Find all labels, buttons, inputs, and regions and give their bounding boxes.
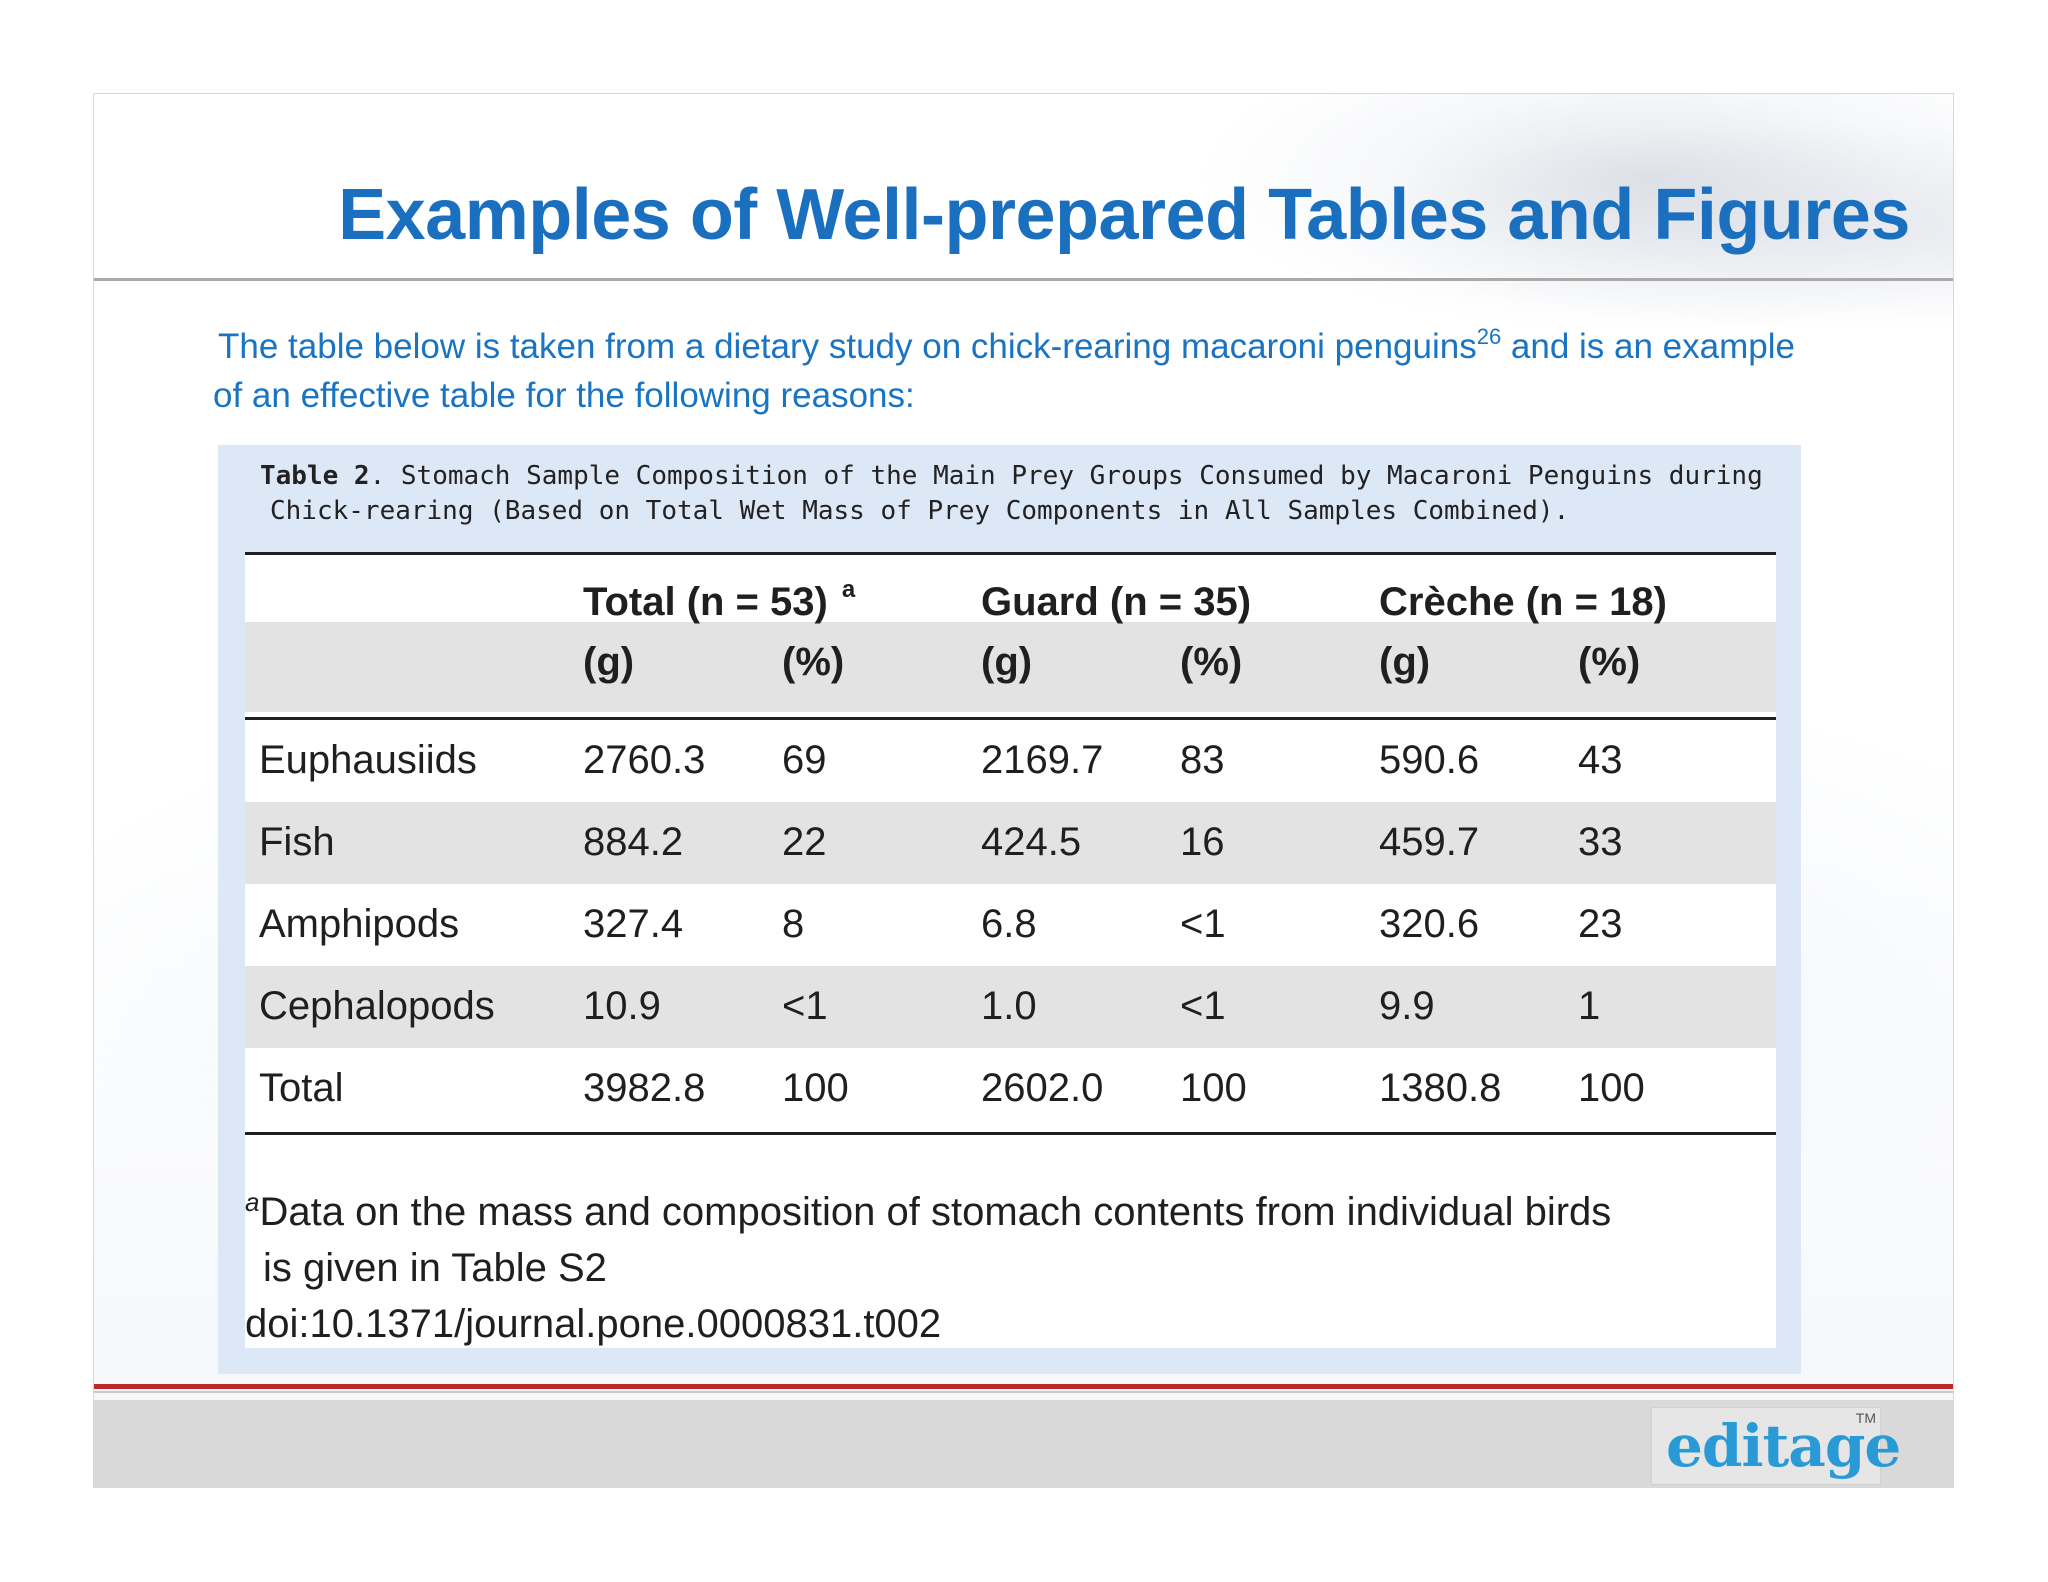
row-label: Euphausiids bbox=[259, 738, 477, 782]
caption-label: Table 2 bbox=[260, 461, 370, 491]
group-header-guard: Guard (n = 35) bbox=[981, 580, 1252, 624]
table-cell: 2602.0 bbox=[981, 1066, 1104, 1110]
table-cell: 100 bbox=[1180, 1066, 1247, 1110]
table-row-total: Total 3982.8 100 2602.0 100 1380.8 100 bbox=[245, 1048, 1776, 1130]
table-cell: <1 bbox=[1180, 902, 1226, 946]
table-cell: 10.9 bbox=[583, 984, 661, 1028]
table-cell: 23 bbox=[1578, 902, 1623, 946]
table-top-rule bbox=[245, 552, 1776, 555]
table-footnote: aData on the mass and composition of sto… bbox=[245, 1184, 1776, 1352]
table-row: Cephalopods 10.9 <1 1.0 <1 9.9 1 bbox=[245, 966, 1776, 1048]
table-cell: 69 bbox=[782, 738, 827, 782]
table-cell: 327.4 bbox=[583, 902, 684, 946]
title-divider bbox=[94, 278, 1953, 281]
header-bottom-rule bbox=[245, 717, 1776, 720]
table-cell: 2169.7 bbox=[981, 738, 1104, 782]
subheader-creche-g: (g) bbox=[1379, 640, 1431, 684]
table-cell: 100 bbox=[1578, 1066, 1645, 1110]
data-table: Total (n = 53) a Guard (n = 35) Crèche (n… bbox=[245, 552, 1776, 1348]
intro-text-1: The table below is taken from a dietary … bbox=[218, 327, 1477, 366]
row-label: Total bbox=[259, 1066, 344, 1110]
table-cell: <1 bbox=[1180, 984, 1226, 1028]
logo-wordmark: editage bbox=[1666, 1412, 1901, 1480]
table-cell: 22 bbox=[782, 820, 827, 864]
header-band bbox=[245, 622, 1776, 712]
footer-band bbox=[94, 1400, 1953, 1487]
table-row: Fish 884.2 22 424.5 16 459.7 33 bbox=[245, 802, 1776, 884]
table-cell: 1380.8 bbox=[1379, 1066, 1502, 1110]
table-cell: 83 bbox=[1180, 738, 1225, 782]
intro-text-2: and is an example bbox=[1501, 327, 1795, 366]
footnote-text: Data on the mass and composition of stom… bbox=[259, 1190, 1612, 1234]
table-cell: 320.6 bbox=[1379, 902, 1480, 946]
table-cell: 1 bbox=[1578, 984, 1601, 1028]
table-cell: 43 bbox=[1578, 738, 1623, 782]
table-cell: 884.2 bbox=[583, 820, 684, 864]
table-cell: 1.0 bbox=[981, 984, 1037, 1028]
table-caption: Table 2. Stomach Sample Composition of t… bbox=[260, 459, 1780, 529]
subheader-creche-pct: (%) bbox=[1578, 640, 1641, 684]
slide-title: Examples of Well-prepared Tables and Fig… bbox=[338, 175, 1910, 255]
table-cell: 2760.3 bbox=[583, 738, 706, 782]
group-header-creche: Crèche (n = 18) bbox=[1379, 580, 1667, 624]
slide: Examples of Well-prepared Tables and Fig… bbox=[93, 93, 1954, 1488]
table-cell: 6.8 bbox=[981, 902, 1037, 946]
subheader-total-g: (g) bbox=[583, 640, 635, 684]
footer-divider bbox=[94, 1391, 1953, 1393]
table-cell: 33 bbox=[1578, 820, 1623, 864]
table-cell: 9.9 bbox=[1379, 984, 1435, 1028]
row-label: Fish bbox=[259, 820, 335, 864]
row-label: Amphipods bbox=[259, 902, 460, 946]
intro-paragraph: The table below is taken from a dietary … bbox=[213, 322, 1953, 420]
footer-accent-rule bbox=[94, 1384, 1953, 1389]
caption-line-2: Chick-rearing (Based on Total Wet Mass o… bbox=[270, 496, 1570, 526]
trademark-mark: TM bbox=[1855, 1410, 1876, 1426]
subheader-total-pct: (%) bbox=[782, 640, 845, 684]
table-cell: 16 bbox=[1180, 820, 1225, 864]
table-cell: <1 bbox=[782, 984, 828, 1028]
table-cell: 100 bbox=[782, 1066, 849, 1110]
table-row: Euphausiids 2760.3 69 2169.7 83 590.6 43 bbox=[245, 720, 1776, 802]
table-bottom-rule bbox=[245, 1132, 1776, 1135]
table-row: Amphipods 327.4 8 6.8 <1 320.6 23 bbox=[245, 884, 1776, 966]
table-cell: 424.5 bbox=[981, 820, 1082, 864]
doi-text: doi:10.1371/journal.pone.0000831.t002 bbox=[245, 1302, 942, 1346]
subheader-guard-g: (g) bbox=[981, 640, 1033, 684]
group-header-total: Total (n = 53) a bbox=[583, 576, 856, 625]
table-cell: 8 bbox=[782, 902, 805, 946]
footnote-text-2: is given in Table S2 bbox=[263, 1246, 607, 1290]
intro-line-1: The table below is taken from a dietary … bbox=[213, 322, 1953, 371]
footnote-mark: a bbox=[245, 1187, 260, 1217]
world-map-decoration bbox=[1193, 94, 1953, 334]
editage-logo: editage TM bbox=[1651, 1407, 1901, 1485]
table-panel: Table 2. Stomach Sample Composition of t… bbox=[218, 445, 1801, 1374]
row-label: Cephalopods bbox=[259, 984, 495, 1028]
citation-superscript: 26 bbox=[1476, 324, 1502, 349]
intro-line-2: of an effective table for the following … bbox=[213, 376, 915, 415]
table-cell: 3982.8 bbox=[583, 1066, 706, 1110]
caption-line-1: . Stomach Sample Composition of the Main… bbox=[369, 461, 1763, 491]
subheader-guard-pct: (%) bbox=[1180, 640, 1243, 684]
table-cell: 590.6 bbox=[1379, 738, 1480, 782]
table-cell: 459.7 bbox=[1379, 820, 1480, 864]
